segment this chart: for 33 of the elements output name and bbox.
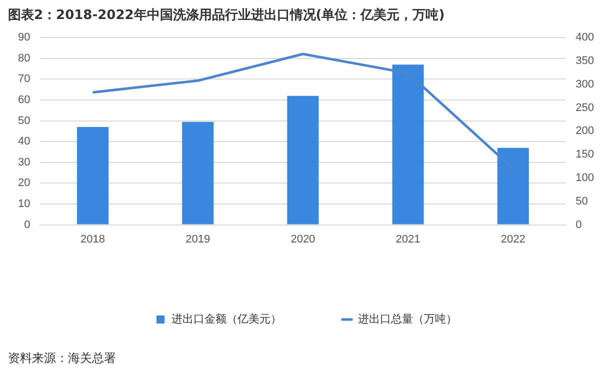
text: 资料来源：海关总署 bbox=[8, 350, 116, 367]
y-tick-label: 0 bbox=[24, 218, 30, 231]
bar bbox=[497, 148, 529, 224]
y-tick-label: 30 bbox=[18, 156, 30, 168]
y2-tick-label: 300 bbox=[576, 78, 594, 90]
legend-label: 进出口总量（万吨） bbox=[358, 312, 457, 326]
y2-tick-label: 0 bbox=[576, 218, 582, 231]
y2-tick-label: 250 bbox=[576, 102, 594, 114]
x-tick-label: 2018 bbox=[80, 233, 106, 246]
y-tick-label: 90 bbox=[18, 32, 30, 44]
x-tick-label: 2021 bbox=[396, 233, 420, 246]
chart-title: 图表2：2018-2022年中国洗涤用品行业进出口情况(单位：亿美元，万吨) bbox=[8, 7, 445, 24]
y2-tick-label: 150 bbox=[576, 148, 594, 161]
x-tick-label: 2022 bbox=[500, 233, 526, 246]
y2-tick-label: 400 bbox=[576, 32, 594, 44]
y-tick-label: 80 bbox=[18, 52, 30, 64]
x-tick-label: 2019 bbox=[186, 233, 210, 246]
bar bbox=[392, 64, 424, 224]
y2-tick-label: 200 bbox=[576, 125, 594, 138]
y-tick-label: 10 bbox=[18, 198, 30, 210]
y2-tick-label: 100 bbox=[576, 172, 594, 184]
y-tick-label: 20 bbox=[18, 177, 30, 190]
y2-tick-label: 350 bbox=[576, 55, 594, 68]
bar bbox=[77, 127, 109, 224]
y-tick-label: 60 bbox=[18, 94, 30, 106]
y-tick-label: 40 bbox=[18, 136, 30, 148]
y-tick-label: 70 bbox=[18, 73, 30, 86]
y2-tick-label: 50 bbox=[576, 195, 588, 208]
legend-label: 进出口金额（亿美元） bbox=[172, 312, 282, 326]
x-tick-label: 2020 bbox=[290, 233, 316, 246]
y-tick-label: 50 bbox=[18, 114, 30, 127]
bar bbox=[287, 96, 319, 224]
bar bbox=[182, 122, 214, 224]
